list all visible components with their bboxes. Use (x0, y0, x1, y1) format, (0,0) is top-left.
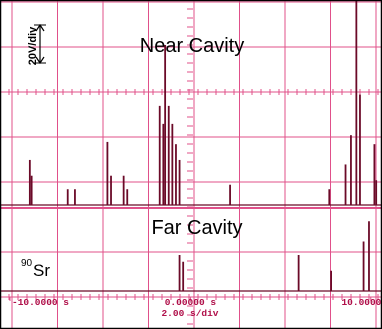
isotope-element: Sr (33, 261, 50, 280)
x-tick-label: 10.0000 s (341, 297, 382, 308)
scale-label: 20V/div (27, 26, 39, 65)
x-tick-label: 0.00000 s (165, 297, 217, 308)
x-axis-label: 2.00 s/div (161, 308, 218, 319)
oscilloscope-screen: 20V/div Near Cavity Far Cavity 90 Sr 2.0… (0, 0, 382, 329)
page: {"chart_data": { "type": "spike", "color… (0, 0, 382, 329)
isotope-mass: 90 (21, 258, 33, 269)
x-tick-label: -10.0000 s (12, 297, 69, 308)
panel-title: Near Cavity (140, 35, 244, 57)
panel-title: Far Cavity (151, 217, 242, 239)
